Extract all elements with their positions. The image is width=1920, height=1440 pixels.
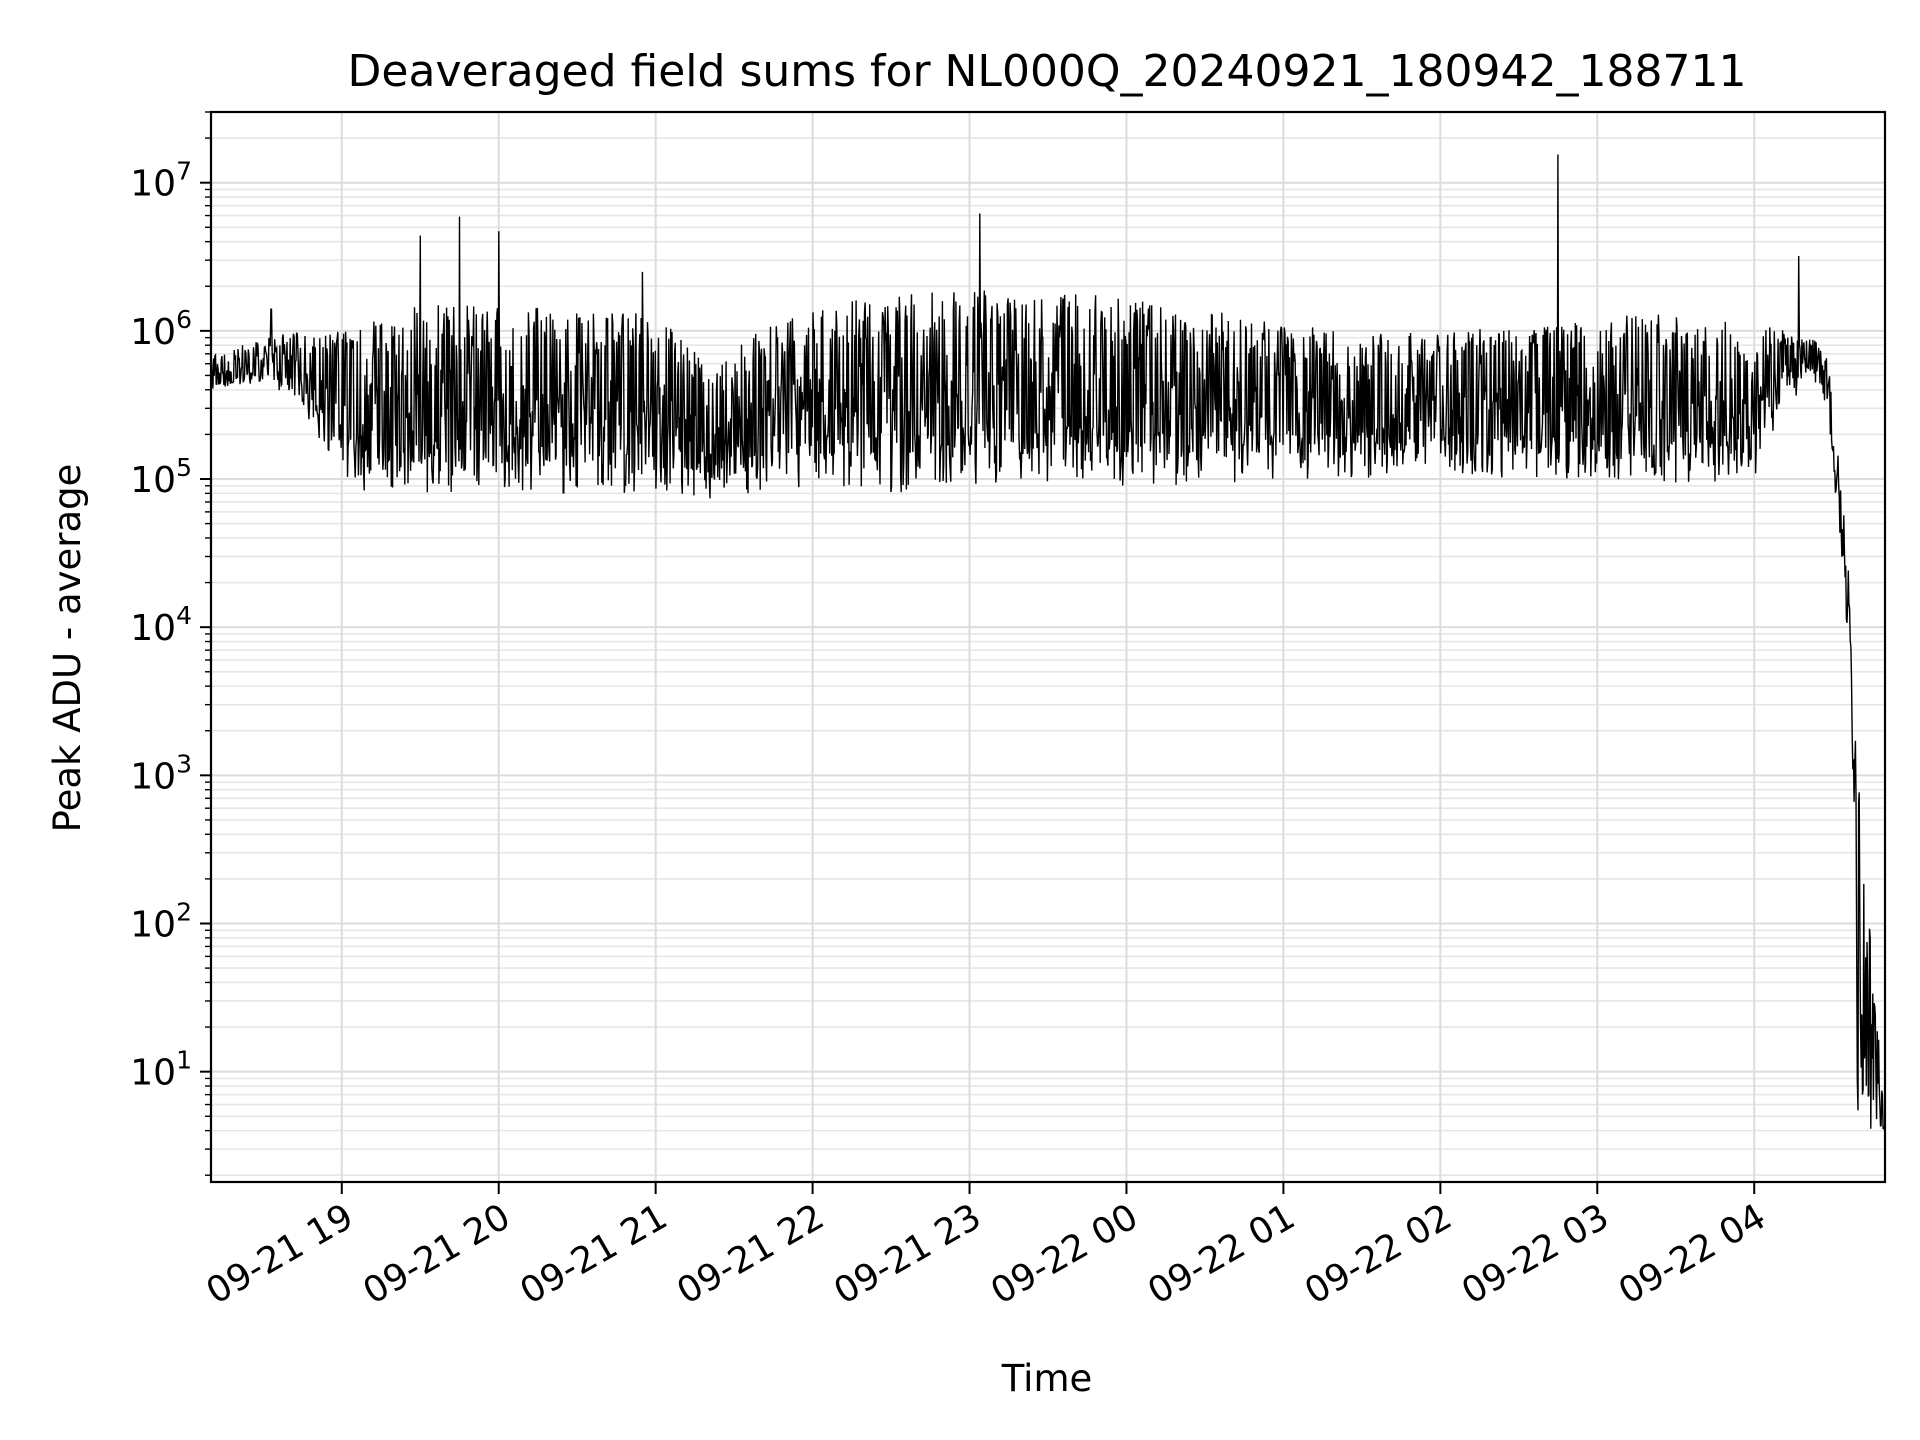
grid-lines bbox=[211, 111, 1885, 1182]
y-tick-label: 106 bbox=[130, 305, 192, 353]
series-line bbox=[210, 154, 1886, 1131]
y-axis-label: Peak ADU - average bbox=[46, 464, 89, 833]
series-path bbox=[210, 154, 1886, 1131]
plot-frame bbox=[209, 110, 1887, 1184]
y-tick-label: 101 bbox=[130, 1046, 192, 1094]
y-tick-label: 103 bbox=[130, 749, 192, 797]
x-axis-label: Time bbox=[1001, 1357, 1093, 1400]
y-tick-label: 107 bbox=[130, 157, 192, 205]
chart-title: Deaveraged field sums for NL000Q_2024092… bbox=[348, 46, 1747, 97]
y-tick-label: 104 bbox=[130, 601, 192, 649]
y-tick-label: 102 bbox=[130, 897, 192, 945]
y-tick-label: 105 bbox=[130, 453, 192, 501]
